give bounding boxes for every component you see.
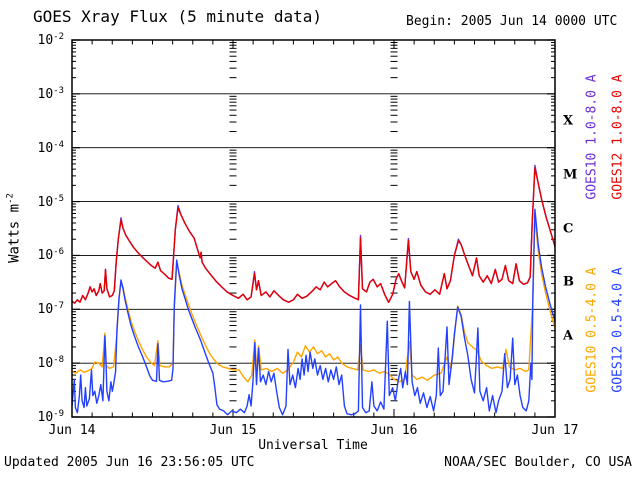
flare-class-letter-c: C — [563, 221, 574, 236]
y-tick-label: 10-9 — [37, 408, 65, 426]
begin-time-label: Begin: 2005 Jun 14 0000 UTC — [406, 14, 618, 29]
series-line-g10long — [72, 164, 555, 304]
x-axis-title: Universal Time — [258, 438, 368, 453]
flare-class-letter-x: X — [563, 113, 574, 129]
x-tick-label: Jun 16 — [370, 423, 418, 438]
x-tick-label: Jun 17 — [531, 423, 579, 438]
source-attribution: NOAA/SEC Boulder, CO USA — [444, 455, 632, 470]
y-tick-label: 10-3 — [37, 85, 65, 103]
legend-label-g12short: GOES12 0.5-4.0 A — [610, 267, 626, 393]
plot-frame — [71, 39, 556, 418]
x-tick-label: Jun 14 — [48, 423, 96, 438]
series-line-g12short — [72, 208, 555, 416]
flare-class-letter-b: B — [563, 274, 574, 290]
series-line-g12long — [72, 167, 555, 304]
y-tick-label: 10-2 — [37, 31, 65, 49]
flare-class-letter-m: M — [563, 167, 578, 183]
legend-label-g10long: GOES10 1.0-8.0 A — [584, 74, 600, 200]
chart-title: GOES Xray Flux (5 minute data) — [33, 7, 322, 26]
y-tick-label: 10-5 — [37, 193, 65, 210]
y-tick-label: 10-7 — [37, 301, 65, 318]
y-tick-label: 10-6 — [37, 247, 65, 264]
y-tick-label: 10-4 — [37, 139, 65, 156]
flare-class-letter-a: A — [563, 328, 574, 344]
series-line-g10short — [72, 214, 555, 383]
legend-label-g12long: GOES12 1.0-8.0 A — [610, 74, 626, 200]
x-tick-label: Jun 15 — [209, 423, 257, 438]
legend-label-g10short: GOES10 0.5-4.0 A — [584, 267, 600, 393]
y-tick-label: 10-8 — [37, 354, 65, 372]
updated-timestamp: Updated 2005 Jun 16 23:56:05 UTC — [4, 455, 255, 470]
